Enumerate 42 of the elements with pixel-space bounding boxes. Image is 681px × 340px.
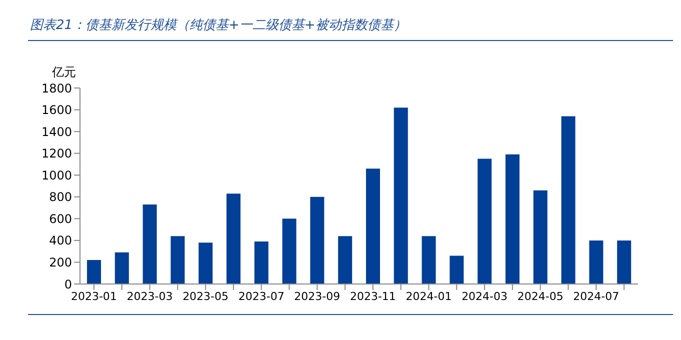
bar <box>422 236 436 284</box>
x-tick-label: 2023-11 <box>350 290 396 303</box>
x-tick-label: 2023-07 <box>238 290 284 303</box>
x-tick-label: 2023-01 <box>70 290 117 303</box>
bar <box>226 194 240 284</box>
bar <box>170 236 185 284</box>
bar <box>366 168 380 284</box>
x-tick-label: 2024-03 <box>462 290 508 303</box>
x-tick-label: 2024-07 <box>573 290 620 303</box>
y-tick-label: 200 <box>49 255 72 270</box>
bar <box>450 256 464 284</box>
x-tick-label: 2023-09 <box>294 290 340 303</box>
y-axis-title: 亿元 <box>52 64 76 81</box>
x-tick-label: 2023-03 <box>126 290 173 303</box>
y-tick-label: 0 <box>64 277 72 292</box>
bar <box>478 158 492 284</box>
bar <box>254 242 268 284</box>
y-tick-label: 400 <box>49 234 72 248</box>
bar <box>506 154 520 284</box>
x-tick-label: 2024-01 <box>406 290 452 303</box>
x-tick-label: 2024-05 <box>517 290 564 303</box>
y-tick-label: 1600 <box>41 103 72 118</box>
bar <box>87 260 101 284</box>
chart-title: 图表21：债基新发行规模（纯债基+一二级债基+被动指数债基） <box>30 17 406 34</box>
x-tick-label: 2023-05 <box>182 290 229 303</box>
y-tick-label: 600 <box>49 212 72 226</box>
bar <box>310 196 324 284</box>
bar <box>338 236 352 284</box>
y-tick-label: 1800 <box>41 81 72 96</box>
bar <box>198 242 213 284</box>
y-tick-label: 1200 <box>41 146 72 161</box>
bar <box>589 240 604 284</box>
bar <box>282 218 296 284</box>
y-tick-label: 1400 <box>41 124 72 139</box>
bar <box>394 108 408 284</box>
bar <box>617 240 632 284</box>
bar <box>114 252 129 284</box>
bar <box>533 190 548 284</box>
bar <box>561 116 576 284</box>
bar <box>142 204 157 284</box>
y-tick-label: 800 <box>49 190 72 204</box>
y-tick-label: 1000 <box>41 168 72 182</box>
